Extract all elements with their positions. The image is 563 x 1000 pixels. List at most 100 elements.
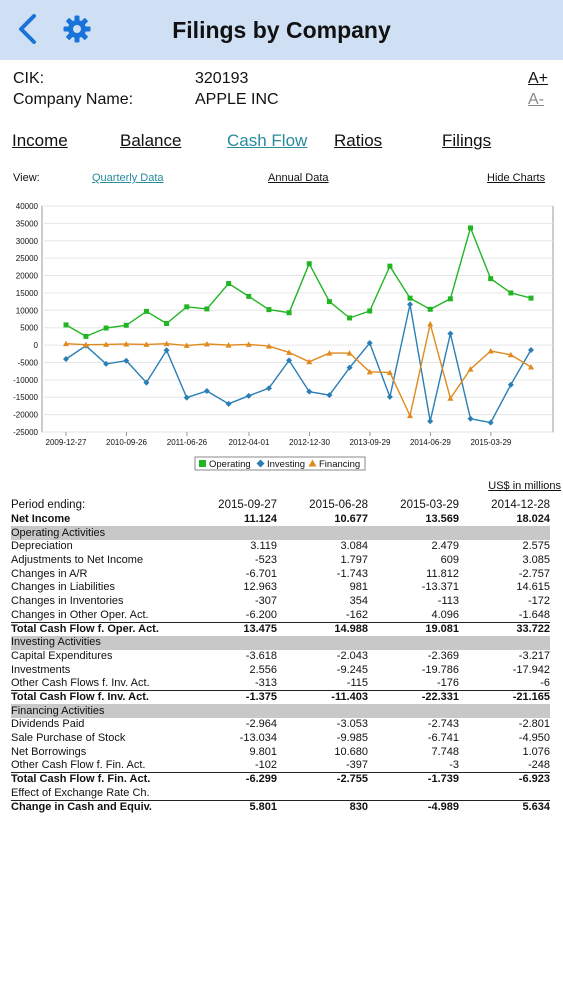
row-value: 33.722 — [459, 621, 550, 636]
row-value: -13.034 — [239, 732, 277, 745]
quarterly-data-link[interactable]: Quarterly Data — [92, 172, 164, 184]
row-value: 5.634 — [459, 799, 550, 814]
tab-balance[interactable]: Balance — [120, 131, 182, 150]
data-point-financing — [447, 395, 454, 401]
font-decrease-button[interactable]: A- — [528, 91, 544, 108]
row-value: 18.024 — [516, 513, 550, 526]
series-line-financing — [65, 323, 532, 418]
page-title: Filings by Company — [172, 17, 391, 43]
y-tick-label: 40000 — [16, 202, 39, 211]
row-value: -2.043 — [336, 649, 368, 662]
tab-filings[interactable]: Filings — [442, 131, 492, 150]
x-tick-label: 2014-06-29 — [410, 438, 451, 447]
row-value: 1.797 — [340, 554, 368, 567]
data-point-financing — [528, 363, 534, 370]
row-label: Changes in A/R — [11, 567, 88, 580]
row-label: Net Income — [11, 513, 71, 526]
data-point-financing — [225, 342, 232, 348]
plot-area — [41, 205, 554, 433]
series-line-operating — [65, 225, 532, 338]
row-value: -6.701 — [245, 567, 277, 580]
cik-value: 320193 — [195, 70, 249, 87]
row-value: -1.648 — [518, 608, 550, 621]
data-point-investing — [386, 393, 393, 400]
data-point-investing — [528, 346, 534, 353]
legend-label: Operating — [209, 459, 251, 470]
table-row: Effect of Exchange Rate Ch. — [11, 786, 550, 800]
data-point-operating — [488, 276, 494, 282]
data-point-financing — [366, 368, 373, 375]
x-tick-label: 2012-04-01 — [229, 438, 270, 447]
table-row: Total Cash Flow f. Inv. Act. -1.375 -11.40… — [11, 690, 550, 705]
row-value: -172 — [527, 595, 550, 608]
row-value: -4.950 — [518, 732, 550, 745]
legend-label: Financing — [319, 459, 360, 470]
table-row: Total Cash Flow f. Oper. Act. 13.475 14.98… — [11, 621, 550, 636]
row-value: -6.200 — [245, 608, 277, 621]
row-label: Effect of Exchange Rate Ch. — [11, 786, 150, 799]
company-name-label: Company Name: — [13, 91, 134, 108]
row-value: -9.245 — [336, 663, 368, 676]
data-point-operating — [326, 299, 332, 305]
data-point-investing — [346, 364, 353, 371]
data-point-investing — [183, 394, 190, 401]
data-point-investing — [103, 360, 110, 367]
company-name-value: APPLE INC — [195, 91, 279, 108]
chevron-left-icon — [19, 14, 36, 44]
table-header-row: Period ending: 2015-09-27 2015-06-28 201… — [11, 499, 550, 513]
data-point-investing — [63, 355, 69, 362]
row-label: Other Cash Flow f. Fin. Act. — [11, 759, 146, 772]
row-value: -2.801 — [518, 718, 550, 731]
back-button[interactable] — [14, 12, 42, 46]
chart-legend — [194, 456, 366, 471]
data-point-financing — [467, 366, 474, 372]
row-value: -11.403 — [277, 690, 368, 705]
data-point-operating — [204, 306, 210, 312]
annual-data-link[interactable]: Annual Data — [268, 172, 329, 184]
data-point-financing — [487, 347, 494, 354]
settings-button[interactable] — [62, 14, 92, 44]
data-point-financing — [103, 341, 110, 347]
x-tick-label: 2010-09-26 — [106, 438, 147, 447]
row-value: -6.923 — [459, 772, 550, 787]
font-increase-button[interactable]: A+ — [528, 70, 549, 87]
row-value: 19.081 — [368, 621, 459, 636]
row-value: 2.556 — [249, 663, 277, 676]
legend-marker-investing — [256, 459, 265, 468]
data-point-operating — [143, 308, 149, 314]
row-value: -1.375 — [186, 690, 277, 705]
row-label: Investments — [11, 663, 71, 676]
row-label: Investing Activities — [11, 635, 550, 650]
x-tick-label: 2011-06-26 — [167, 438, 208, 447]
x-tick-label: 2012-12-30 — [289, 438, 330, 447]
y-tick-label: -5000 — [18, 358, 39, 367]
data-point-operating — [63, 322, 69, 328]
row-value: 3.119 — [250, 540, 277, 553]
row-value: 11.124 — [243, 513, 277, 526]
data-point-investing — [507, 381, 514, 388]
row-value — [368, 786, 459, 800]
row-value: -113 — [437, 595, 459, 608]
tab-ratios[interactable]: Ratios — [334, 131, 383, 150]
row-label: Net Borrowings — [11, 745, 87, 758]
gear-icon — [63, 15, 91, 43]
cik-label: CIK: — [13, 70, 45, 87]
row-value — [459, 786, 550, 800]
row-value: -9.985 — [336, 732, 368, 745]
data-point-financing — [286, 349, 293, 355]
hide-charts-link[interactable]: Hide Charts — [487, 172, 546, 184]
data-point-investing — [447, 330, 454, 337]
tab-income[interactable]: Income — [12, 131, 68, 150]
data-point-financing — [63, 340, 69, 347]
data-point-financing — [326, 350, 333, 356]
row-value: -248 — [527, 759, 550, 772]
row-label: Depreciation — [11, 540, 73, 553]
table-section-row: Investing Activities — [11, 635, 550, 650]
y-tick-label: 0 — [34, 341, 39, 350]
row-value: 1.076 — [522, 745, 550, 758]
row-value: -397 — [345, 759, 368, 772]
tab-cash-flow[interactable]: Cash Flow — [227, 131, 308, 150]
data-point-operating — [528, 295, 534, 301]
row-value — [186, 786, 277, 800]
table-section-row: Operating Activities — [11, 526, 550, 541]
